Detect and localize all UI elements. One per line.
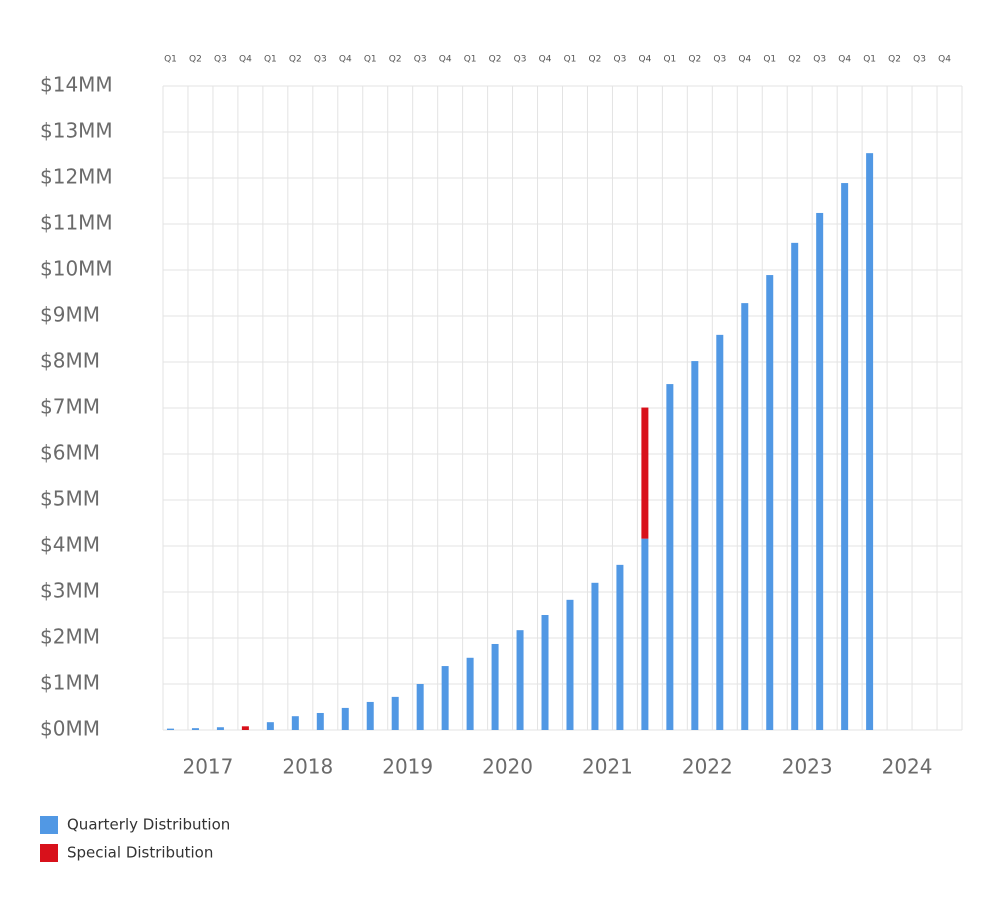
legend-swatch (40, 844, 58, 862)
x-tick-label: Q3 (514, 55, 527, 65)
y-tick-label: $6MM (40, 441, 100, 465)
x-tick-label: Q4 (838, 55, 851, 65)
x-tick-label: Q1 (364, 55, 377, 65)
bar (641, 538, 649, 730)
x-tick-label: Q2 (289, 55, 302, 65)
x-tick-label: Q4 (938, 55, 951, 65)
y-tick-label: $4MM (40, 533, 100, 557)
bar (416, 684, 424, 730)
x-tick-label: Q4 (239, 55, 252, 65)
x-tick-label: Q3 (813, 55, 826, 65)
legend-label: Special Distribution (67, 844, 213, 862)
bar (666, 384, 674, 730)
year-label: 2018 (282, 755, 333, 779)
year-label: 2022 (682, 755, 733, 779)
x-tick-label: Q1 (264, 55, 277, 65)
x-tick-label: Q2 (489, 55, 502, 65)
bar (466, 657, 474, 730)
bar (191, 728, 199, 730)
y-tick-label: $11MM (40, 211, 113, 235)
bar (316, 712, 324, 730)
year-label: 2019 (382, 755, 433, 779)
bar (591, 582, 599, 730)
bar (291, 716, 299, 730)
x-tick-label: Q4 (439, 55, 452, 65)
bar (216, 727, 224, 730)
bar (866, 153, 874, 730)
bar (491, 643, 499, 730)
y-tick-label: $1MM (40, 671, 100, 695)
year-label: 2017 (182, 755, 233, 779)
bar (541, 615, 549, 730)
y-tick-label: $9MM (40, 303, 100, 327)
x-tick-label: Q1 (763, 55, 776, 65)
bar (566, 599, 574, 730)
x-tick-label: Q2 (788, 55, 801, 65)
bar (791, 242, 799, 731)
bar (841, 183, 849, 730)
legend-label: Quarterly Distribution (67, 816, 230, 834)
bar (766, 275, 774, 730)
x-tick-label: Q3 (414, 55, 427, 65)
y-tick-label: $14MM (40, 73, 113, 97)
y-tick-label: $3MM (40, 579, 100, 603)
year-label: 2021 (582, 755, 633, 779)
bar (391, 696, 399, 730)
x-tick-label: Q4 (339, 55, 352, 65)
x-tick-label: Q2 (688, 55, 701, 65)
y-tick-label: $2MM (40, 625, 100, 649)
x-tick-label: Q2 (389, 55, 402, 65)
bar (241, 726, 249, 730)
x-tick-label: Q1 (564, 55, 577, 65)
x-tick-label: Q4 (539, 55, 552, 65)
x-tick-label: Q4 (638, 55, 651, 65)
bar (341, 707, 349, 730)
y-tick-label: $12MM (40, 165, 113, 189)
y-tick-label: $5MM (40, 487, 100, 511)
bar (266, 722, 274, 730)
y-tick-label: $10MM (40, 257, 113, 281)
x-tick-label: Q1 (464, 55, 477, 65)
legend-swatch (40, 816, 58, 834)
bar (816, 212, 824, 730)
year-label: 2024 (882, 755, 933, 779)
year-label: 2020 (482, 755, 533, 779)
y-tick-label: $0MM (40, 717, 100, 741)
bar (516, 630, 524, 730)
bar (166, 728, 174, 730)
x-tick-label: Q3 (713, 55, 726, 65)
x-tick-label: Q1 (863, 55, 876, 65)
x-tick-label: Q3 (614, 55, 627, 65)
x-tick-label: Q2 (888, 55, 901, 65)
year-label: 2023 (782, 755, 833, 779)
bar (441, 666, 449, 730)
x-tick-label: Q1 (663, 55, 676, 65)
y-tick-label: $8MM (40, 349, 100, 373)
bar (691, 361, 699, 730)
bar (616, 564, 624, 730)
bar (366, 701, 374, 730)
x-tick-label: Q2 (189, 55, 202, 65)
bar (741, 303, 749, 730)
x-tick-label: Q2 (589, 55, 602, 65)
x-tick-label: Q3 (913, 55, 926, 65)
x-tick-label: Q4 (738, 55, 751, 65)
x-tick-label: Q1 (164, 55, 177, 65)
bar (641, 407, 649, 539)
y-tick-label: $13MM (40, 119, 113, 143)
x-tick-label: Q3 (314, 55, 327, 65)
y-tick-label: $7MM (40, 395, 100, 419)
bar (716, 334, 724, 730)
x-tick-label: Q3 (214, 55, 227, 65)
